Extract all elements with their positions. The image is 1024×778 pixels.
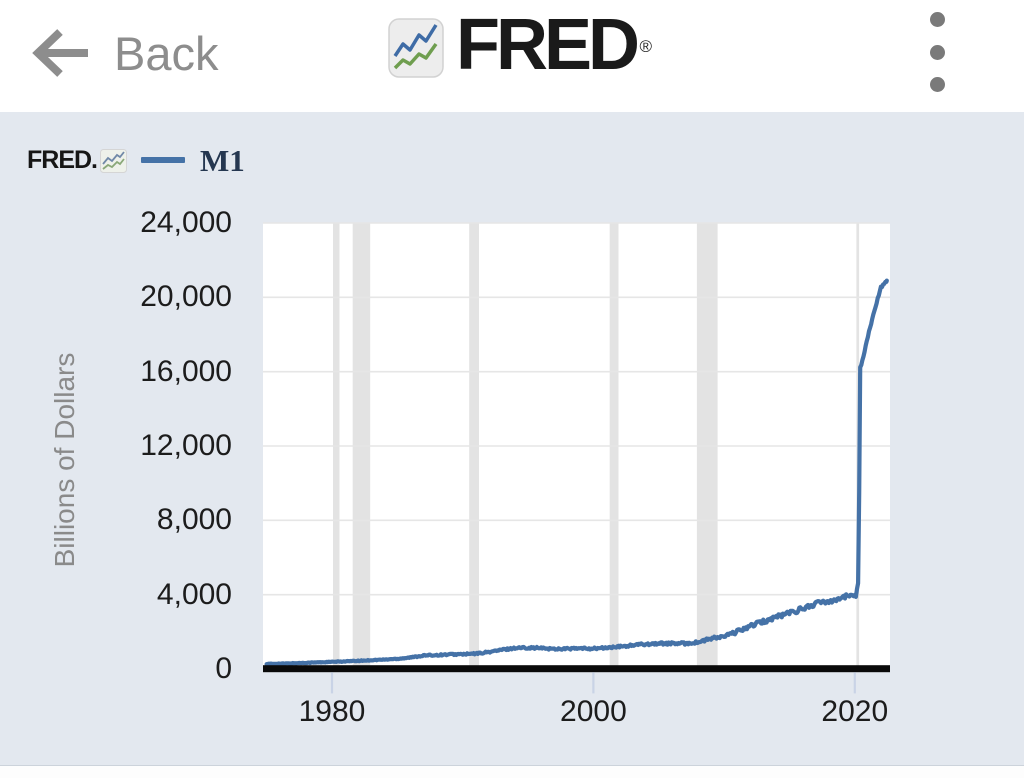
fred-wordmark: FRED ® <box>456 5 652 85</box>
y-axis-tick-label: 0 <box>215 652 232 685</box>
fred-chart-icon <box>388 18 444 78</box>
kebab-dot <box>929 77 945 92</box>
y-axis-tick-label: 8,000 <box>156 503 232 537</box>
y-axis-tick-label: 4,000 <box>156 577 232 611</box>
legend-line-swatch <box>141 157 185 163</box>
y-axis-tick-label: 16,000 <box>140 354 232 388</box>
fred-mini-chart-icon <box>100 149 127 173</box>
kebab-menu-icon[interactable] <box>922 12 952 92</box>
back-arrow-icon <box>32 29 88 77</box>
chart-legend: FRED. M1 <box>27 142 245 178</box>
registered-trademark: ® <box>639 37 652 56</box>
x-axis-tick-label: 1980 <box>298 695 366 728</box>
y-axis-tick-label: 12,000 <box>140 429 232 462</box>
x-axis-tick <box>592 672 595 694</box>
series-line-M1 <box>264 278 889 667</box>
legend-series-label: M1 <box>200 142 245 178</box>
x-axis-tick <box>853 672 856 694</box>
top-bar: Back FRED ® <box>0 0 1024 112</box>
chart-plot-area[interactable] <box>0 112 1024 765</box>
back-button-label: Back <box>114 26 219 80</box>
back-button[interactable]: Back <box>30 18 219 88</box>
fred-watermark: FRED. <box>27 145 98 174</box>
x-axis-tick <box>330 672 334 694</box>
y-axis-tick-label: 20,000 <box>140 280 232 314</box>
y-axis-tick-label: 24,000 <box>140 206 232 239</box>
x-axis-tick-label: 2020 <box>821 695 889 728</box>
kebab-dot <box>929 44 945 60</box>
x-axis-tick-label: 2000 <box>560 695 627 728</box>
kebab-dot <box>929 12 945 27</box>
chart-panel: FRED. M1 Billions of Dollars 0 4,000 8,000… <box>0 112 1024 765</box>
bottom-strip <box>0 765 1024 778</box>
x-axis-line <box>263 665 890 673</box>
